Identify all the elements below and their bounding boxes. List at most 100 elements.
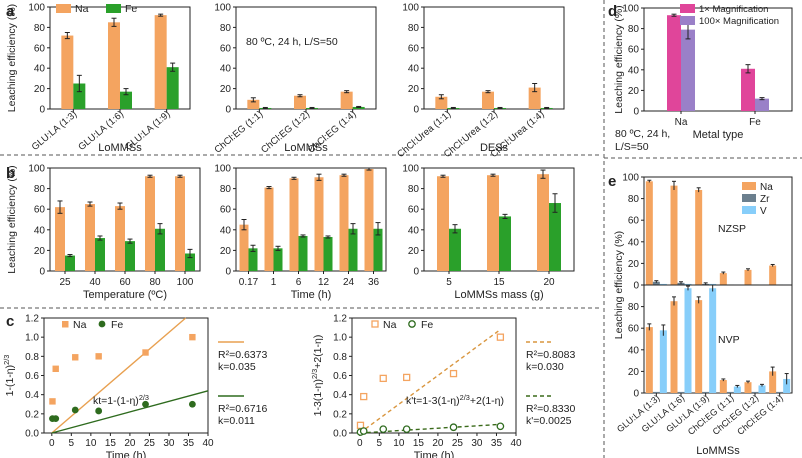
c1-point-Na-3 — [95, 353, 102, 360]
d1-bar-100Magnification-1 — [755, 98, 769, 111]
c2-equation: k't=1-3(1-η)2/3+2(1-η) — [406, 393, 504, 407]
b3-ytick-label-2: 40 — [408, 225, 420, 236]
c2-ytick-label-0: 0.0 — [333, 429, 347, 440]
b2-xtick-label-4: 24 — [343, 277, 355, 288]
c2-ytick-label-5: 1.0 — [333, 333, 347, 344]
e1-NZSP-bar-Na-2 — [695, 189, 703, 285]
a1-bar-Na-1 — [108, 22, 120, 109]
c2-ytick-label-4: 0.8 — [333, 352, 347, 363]
c2-point-Fe-5 — [496, 422, 505, 431]
b2-bar-Fe-1 — [273, 248, 283, 271]
c1-legend-swatch-Na — [62, 321, 69, 328]
c1-legend-swatch-Fe — [98, 320, 106, 328]
a1-bar-Fe-2 — [166, 67, 179, 109]
e1-NZSP-bar-Na-3 — [719, 273, 727, 285]
a3-ytick-label-1: 20 — [408, 84, 420, 95]
c2-xtick-label-3: 15 — [413, 438, 425, 449]
b2-bar-Na-5 — [364, 169, 374, 271]
a3-ytick-label-2: 40 — [408, 64, 420, 75]
b1-ylabel: Leaching efficiency (%) — [6, 165, 18, 273]
b1-bar-Na-1 — [85, 204, 95, 271]
b3-ytick-label-5: 100 — [402, 164, 419, 175]
c2-legend-label-Na: Na — [383, 319, 397, 331]
c2-fit-k-Na: k=0.030 — [526, 361, 564, 373]
b1-bar-Fe-0 — [65, 255, 75, 271]
a1-bar-Fe-0 — [73, 83, 86, 109]
b2-bar-Fe-5 — [373, 228, 383, 271]
e1-xgroup-label: LoMMSs — [696, 445, 740, 457]
chart-c2: 0.0 0.2 0.4 0.6 0.8 1.0 1.2 0 5 10 15 20 25 30 35 40 Tim… — [310, 314, 575, 458]
d1-ylabel: Leaching efficiency (%) — [613, 5, 625, 113]
c2-legend-swatch-Na — [371, 320, 379, 328]
b1-bar-Na-0 — [55, 207, 65, 271]
c1-xtick-label-0: 0 — [49, 438, 55, 449]
c2-xtick-label-7: 35 — [491, 438, 503, 449]
c1-legend-label-Fe: Fe — [111, 319, 123, 331]
b1-xtick-label-1: 40 — [89, 277, 101, 288]
d1-xtick-label-1: Fe — [749, 117, 761, 128]
b2-bar-Fe-0 — [248, 248, 258, 271]
e1-NZSP-bar-Na-0 — [645, 181, 653, 285]
d1-legend-label-1: 100× Magnification — [699, 16, 779, 27]
b2-xtick-label-2: 6 — [296, 277, 302, 288]
e1-NVP-ytick-label-4: 80 — [628, 302, 640, 313]
e1-NVP-frame — [643, 284, 793, 394]
a3-bar-Na-2 — [528, 87, 541, 109]
a2-annotation: 80 ºC, 24 h, L/S=50 — [246, 36, 338, 48]
c1-fit-r2-Fe: R²=0.6716 — [218, 403, 267, 415]
a1-ytick-label-2: 40 — [34, 64, 46, 75]
e1-NZSP-ytick-label-0: 0 — [633, 281, 639, 292]
c1-xtick-label-7: 35 — [183, 438, 195, 449]
c2-point-Na-2 — [379, 374, 387, 383]
a1-legend-swatch-Na — [56, 4, 71, 13]
b1-ytick-label-1: 20 — [34, 246, 46, 257]
c2-ytick-label-3: 0.6 — [333, 371, 347, 382]
d1-xtick-label-0: Na — [675, 117, 688, 128]
a3-ytick-label-4: 80 — [408, 23, 420, 34]
e1-NVP-bar-Na-1 — [670, 301, 678, 393]
c2-point-Fe-3 — [402, 425, 411, 434]
e1-NZSP-bar-V-2 — [709, 283, 717, 285]
a2-frame — [235, 6, 377, 110]
d1-bar-100Magnification-0 — [681, 29, 695, 112]
e1-NVP-bar-V-5 — [783, 378, 791, 393]
c2-point-Na-3 — [403, 373, 411, 382]
b2-bar-Fe-2 — [298, 235, 308, 271]
b1-xtick-label-2: 60 — [119, 277, 131, 288]
c1-ytick-label-0: 0.0 — [25, 429, 39, 440]
b3-ytick-label-4: 80 — [408, 184, 420, 195]
e1-legend-swatch-Zr — [742, 194, 756, 202]
c1-point-Na-2 — [72, 354, 79, 361]
c2-ytick-label-1: 0.2 — [333, 409, 347, 420]
e1-NZSP-label: NZSP — [718, 223, 746, 235]
c2-point-Fe-4 — [449, 423, 458, 432]
c1-ytick-label-4: 0.8 — [25, 352, 39, 363]
d1-legend-label-0: 1× Magnification — [699, 4, 768, 15]
c2-xtick-label-6: 30 — [471, 438, 483, 449]
e1-NVP-bar-Zr-1 — [677, 391, 685, 393]
b1-ytick-label-3: 60 — [34, 205, 46, 216]
c2-xtick-label-2: 10 — [393, 438, 405, 449]
d1-annotation-line1: 80 ºC, 24 h, — [615, 128, 670, 140]
e1-NZSP-bar-Na-1 — [670, 185, 678, 285]
c2-point-Na-5 — [496, 333, 505, 341]
e1-NVP-bar-Na-0 — [645, 327, 653, 393]
e1-NVP-bar-Na-2 — [695, 300, 703, 393]
a2-ytick-label-1: 20 — [220, 84, 232, 95]
d1-xlabel: Metal type — [693, 129, 744, 141]
b3-xtick-label-1: 15 — [493, 277, 505, 288]
b1-bar-Fe-2 — [125, 241, 135, 271]
b2-ytick-label-4: 80 — [220, 184, 232, 195]
e1-ylabel: Leaching efficiency (%) — [613, 231, 625, 339]
e1-NVP-bar-Zr-5 — [776, 391, 784, 393]
b3-bar-Na-0 — [437, 176, 449, 271]
c1-fit-k-Fe: k=0.011 — [218, 415, 255, 427]
a1-legend-label-Fe: Fe — [125, 3, 137, 15]
c1-point-Na-1 — [52, 365, 59, 372]
d1-legend-swatch-0 — [680, 4, 695, 13]
e1-NVP-bar-Na-5 — [769, 371, 777, 393]
c1-ylabel: 1-(1-η)2/3 — [2, 355, 16, 397]
b1-bar-Na-2 — [115, 206, 125, 271]
c2-xtick-label-4: 20 — [432, 438, 444, 449]
